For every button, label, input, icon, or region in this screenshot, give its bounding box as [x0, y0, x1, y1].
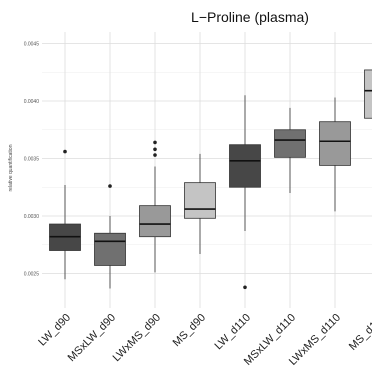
x-tick-label: LW_d110: [212, 312, 253, 353]
y-axis-label: relative quantification: [8, 144, 14, 191]
box-LWxMS_d110: [319, 97, 351, 212]
box-layer: [49, 69, 372, 290]
box-LW_d90: [49, 149, 81, 280]
box-iqr: [319, 121, 351, 166]
y-tick-label: 0.0035: [24, 157, 40, 163]
box-iqr: [274, 129, 306, 158]
box-LWxMS_d90: [139, 140, 171, 273]
box-MSxLW_d90: [94, 184, 126, 289]
x-tick-label: LWxMS_d90: [111, 312, 163, 364]
y-tick-label: 0.0040: [24, 99, 40, 105]
box-iqr: [364, 69, 372, 119]
grid-layer: [42, 32, 372, 308]
y-tick-labels: 0.0025 0.0030 0.0035 0.0040 0.0045: [24, 42, 40, 278]
box-iqr: [184, 182, 216, 219]
outlier-point: [153, 140, 157, 145]
y-tick-label: 0.0025: [24, 272, 40, 278]
outlier-point: [108, 184, 112, 188]
box-MS_d110: [364, 69, 372, 119]
box-MSxLW_d110: [274, 107, 306, 193]
x-tick-label: LW_d90: [36, 312, 73, 349]
box-iqr: [139, 205, 171, 238]
y-tick-label: 0.0030: [24, 214, 40, 220]
box-iqr: [229, 144, 261, 188]
x-tick-label: MS_d90: [171, 312, 208, 349]
x-tick-label: MS_d110: [347, 312, 372, 353]
box-LW_d110: [229, 95, 261, 290]
chart-title: L−Proline (plasma): [191, 9, 309, 25]
box-MS_d90: [184, 153, 216, 254]
box-iqr: [94, 232, 126, 266]
outlier-point: [63, 149, 67, 154]
y-tick-label: 0.0045: [24, 42, 40, 48]
outlier-point: [153, 147, 157, 152]
outlier-point: [153, 153, 157, 157]
outlier-point: [243, 285, 247, 290]
